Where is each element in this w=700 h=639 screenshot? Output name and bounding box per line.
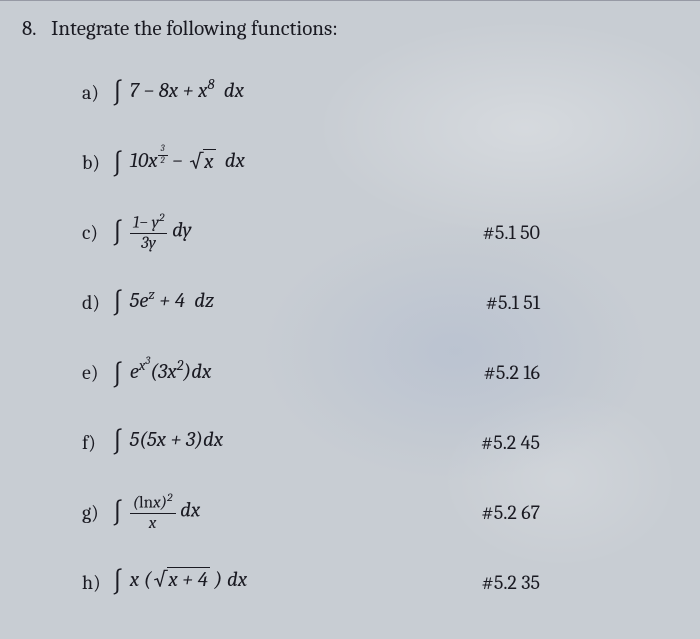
item-expression: ∫ x (x + 4 ) dx — [112, 567, 247, 597]
item-row: f)∫ 5(5x + 3)dx #5.2 45 — [82, 417, 670, 467]
question-header: 8. Integrate the following functions: — [22, 17, 338, 41]
item-label: d) — [82, 291, 112, 314]
item-expression: ∫ (lnx)2x dx — [112, 492, 200, 532]
items-list: a)∫ 7 − 8x + x8 dx b)∫ 10x32 − x dx c)∫ 1−… — [82, 67, 670, 627]
item-reference: #5.1 50 — [483, 221, 540, 244]
item-label: g) — [82, 501, 112, 524]
item-row: e)∫ ex3(3x2)dx #5.2 16 — [82, 347, 670, 397]
item-reference: #5.2 16 — [484, 361, 540, 384]
item-row: b)∫ 10x32 − x dx — [82, 137, 670, 187]
item-row: d)∫ 5ez + 4 dz #5.1 51 — [82, 277, 670, 327]
item-row: a)∫ 7 − 8x + x8 dx — [82, 67, 670, 117]
item-expression: ∫ ex3(3x2)dx — [112, 354, 211, 389]
item-row: g)∫ (lnx)2x dx #5.2 67 — [82, 487, 670, 537]
item-label: b) — [82, 151, 112, 174]
item-reference: #5.2 67 — [481, 501, 540, 524]
item-expression: ∫ 10x32 − x dx — [112, 145, 245, 178]
item-label: e) — [82, 361, 112, 384]
item-row: c)∫ 1− y23y dy #5.1 50 — [82, 207, 670, 257]
question-number: 8. — [22, 17, 47, 41]
item-reference: #5.1 51 — [486, 291, 540, 314]
item-expression: ∫ 1− y23y dy — [112, 212, 192, 252]
item-expression: ∫ 5(5x + 3)dx — [112, 427, 223, 457]
worksheet-page: 8. Integrate the following functions: a)… — [0, 0, 700, 639]
item-label: c) — [82, 221, 112, 244]
item-expression: ∫ 5ez + 4 dz — [112, 286, 214, 318]
item-expression: ∫ 7 − 8x + x8 dx — [112, 76, 244, 108]
item-label: f) — [82, 431, 112, 454]
question-text: Integrate the following functions: — [51, 17, 338, 41]
item-label: h) — [82, 571, 112, 594]
item-reference: #5.2 45 — [481, 431, 540, 454]
item-label: a) — [82, 81, 112, 104]
item-row: h)∫ x (x + 4 ) dx #5.2 35 — [82, 557, 670, 607]
item-reference: #5.2 35 — [481, 571, 540, 594]
